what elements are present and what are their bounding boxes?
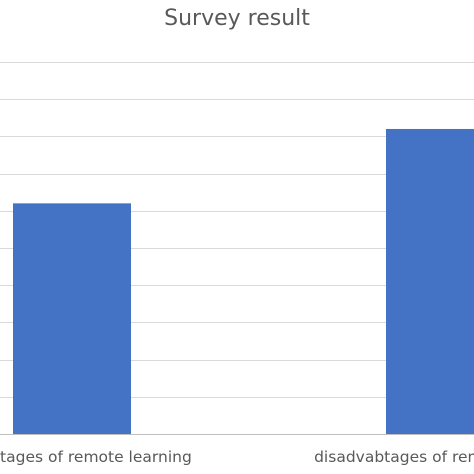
- x-tick-label: disadvabtages of remote learning: [314, 448, 474, 466]
- chart-title: Survey result: [164, 6, 310, 31]
- bar-advantages: [13, 203, 131, 434]
- category-labels: advantages of remote learning disadvabtag…: [0, 448, 474, 466]
- bar-disadvantages: [386, 128, 474, 434]
- x-tick-label: advantages of remote learning: [0, 448, 192, 466]
- bars: [13, 128, 474, 434]
